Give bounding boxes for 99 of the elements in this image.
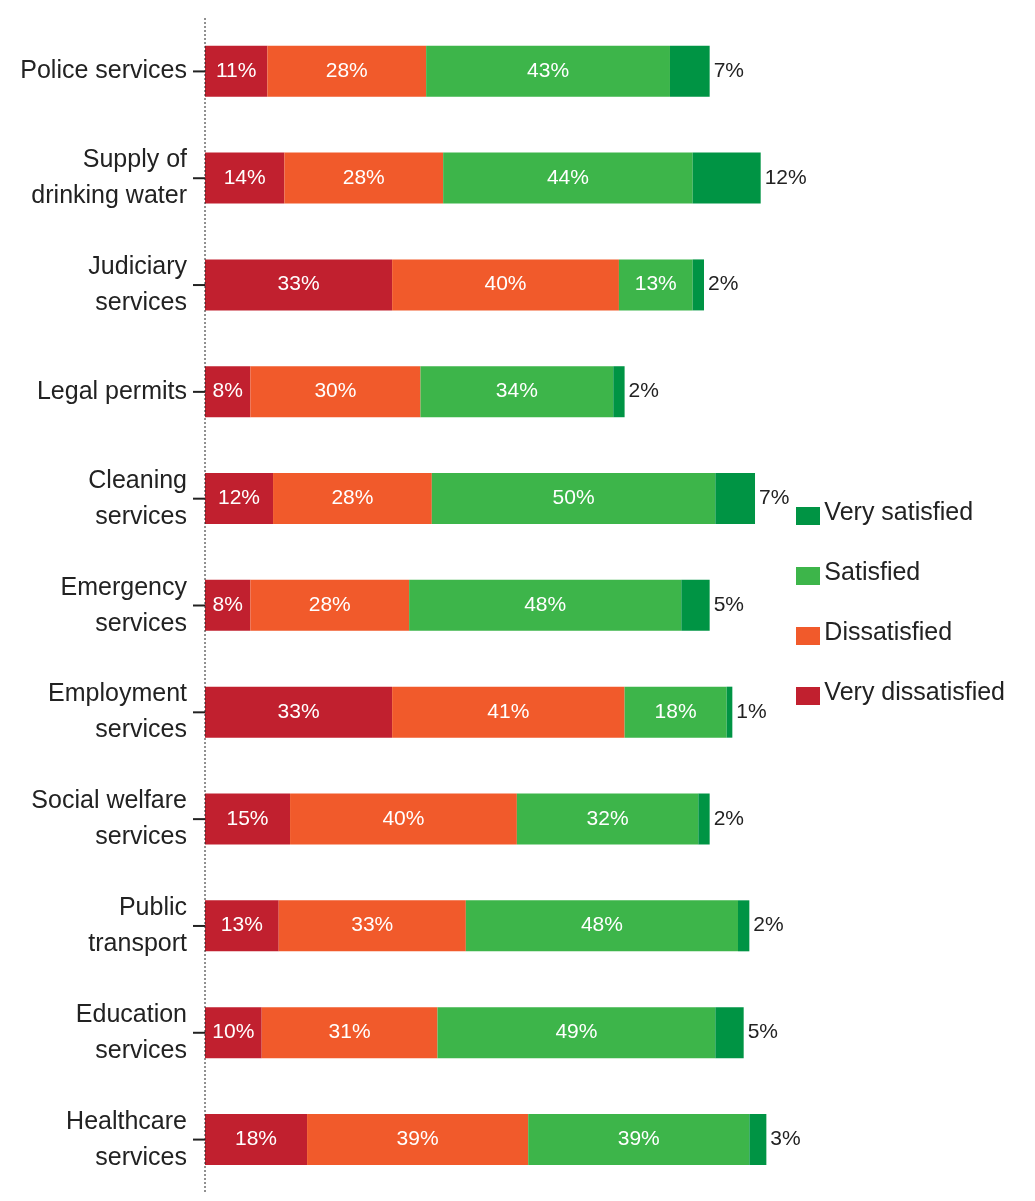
data-label: 2% [753, 912, 784, 936]
bar [205, 1113, 308, 1165]
y-tick-label: Emergency services [60, 571, 188, 636]
bar [392, 259, 619, 311]
data-label: 18% [235, 1126, 278, 1149]
data-label: 33% [277, 271, 320, 295]
bar [681, 579, 710, 631]
y-tick-label: Cleaning services [88, 464, 187, 529]
y-tick-label: Legal permits [36, 375, 187, 404]
data-label: 13% [634, 271, 677, 295]
data-label: 28% [331, 485, 374, 509]
legend-label: Dissatisfied [824, 616, 953, 645]
bar [624, 686, 727, 738]
bar [715, 1007, 744, 1059]
data-label: 14% [223, 164, 266, 188]
bar [205, 259, 393, 311]
bar [307, 1113, 529, 1165]
bar [738, 900, 750, 952]
bar [273, 473, 432, 525]
y-tick-label: Judiciary services [88, 250, 188, 315]
data-label: 34% [495, 378, 538, 402]
data-label: 7% [713, 57, 745, 81]
bar [516, 793, 699, 845]
bar [278, 900, 466, 952]
bar [409, 579, 682, 631]
data-label: 12% [764, 164, 807, 188]
bar [205, 793, 291, 845]
data-label: 31% [328, 1019, 371, 1043]
bar [205, 152, 285, 204]
bar [692, 152, 761, 204]
data-label: 44% [546, 164, 589, 188]
bar [290, 793, 517, 845]
bar [528, 1113, 750, 1165]
data-label: 48% [524, 591, 567, 615]
data-label: 10% [212, 1019, 255, 1043]
bar [431, 473, 716, 525]
y-tick-label: Public transport [88, 891, 188, 956]
legend-label: Very satisfied [824, 496, 974, 525]
y-tick-label: Education services [75, 998, 187, 1063]
data-label: 48% [580, 912, 623, 936]
bar [749, 1113, 767, 1165]
bar [426, 45, 670, 97]
data-label: 50% [552, 485, 595, 509]
bar [465, 900, 739, 952]
bar [267, 45, 427, 97]
data-label: 8% [212, 378, 243, 402]
bar [284, 152, 444, 204]
data-label: 39% [396, 1126, 439, 1149]
bar [692, 259, 704, 311]
data-label: 13% [220, 912, 263, 936]
data-label: 32% [586, 805, 629, 829]
legend-label: Very dissatisfied [824, 676, 1005, 705]
data-label: 8% [212, 591, 243, 615]
bar [613, 366, 625, 418]
bar [250, 366, 421, 418]
data-label: 11% [215, 57, 257, 81]
data-label: 49% [555, 1019, 598, 1043]
data-label: 39% [617, 1126, 660, 1149]
bar [205, 473, 274, 525]
y-tick-label: Employment services [48, 677, 188, 742]
data-label: 7% [759, 485, 790, 509]
data-label: 41% [487, 698, 530, 722]
data-label: 28% [308, 591, 351, 615]
bar [392, 686, 625, 738]
data-label: 5% [713, 591, 745, 615]
bar [205, 900, 279, 952]
data-label: 33% [351, 912, 394, 936]
legend-label: Satisfied [824, 556, 921, 585]
y-tick-label: Healthcare services [66, 1105, 187, 1170]
data-label: 12% [218, 485, 261, 509]
data-label: 40% [382, 805, 425, 829]
data-label: 40% [484, 271, 527, 295]
y-tick-label: Social welfare services [31, 784, 187, 849]
bar [618, 259, 693, 311]
bar [669, 45, 710, 97]
data-label: 33% [277, 698, 320, 722]
bar [205, 686, 393, 738]
bar [698, 793, 710, 845]
bar [250, 579, 410, 631]
data-label: 5% [747, 1019, 779, 1043]
y-tick-label: Police services [20, 55, 187, 84]
bar [205, 45, 268, 97]
data-label: 2% [707, 271, 739, 295]
data-label: 28% [342, 164, 385, 188]
bar [420, 366, 614, 418]
data-label: 1% [736, 698, 767, 722]
data-label: 30% [314, 378, 357, 402]
data-label: 3% [770, 1126, 801, 1149]
data-label: 43% [527, 57, 570, 81]
data-label: 2% [628, 378, 659, 402]
bar [715, 473, 756, 525]
data-label: 18% [654, 698, 697, 722]
bar [443, 152, 693, 204]
data-label: 15% [226, 805, 269, 829]
bar [261, 1007, 438, 1059]
bar [437, 1007, 716, 1059]
data-label: 28% [325, 57, 368, 81]
data-label: 2% [713, 805, 745, 829]
y-tick-label: Supply of drinking water [31, 143, 188, 208]
